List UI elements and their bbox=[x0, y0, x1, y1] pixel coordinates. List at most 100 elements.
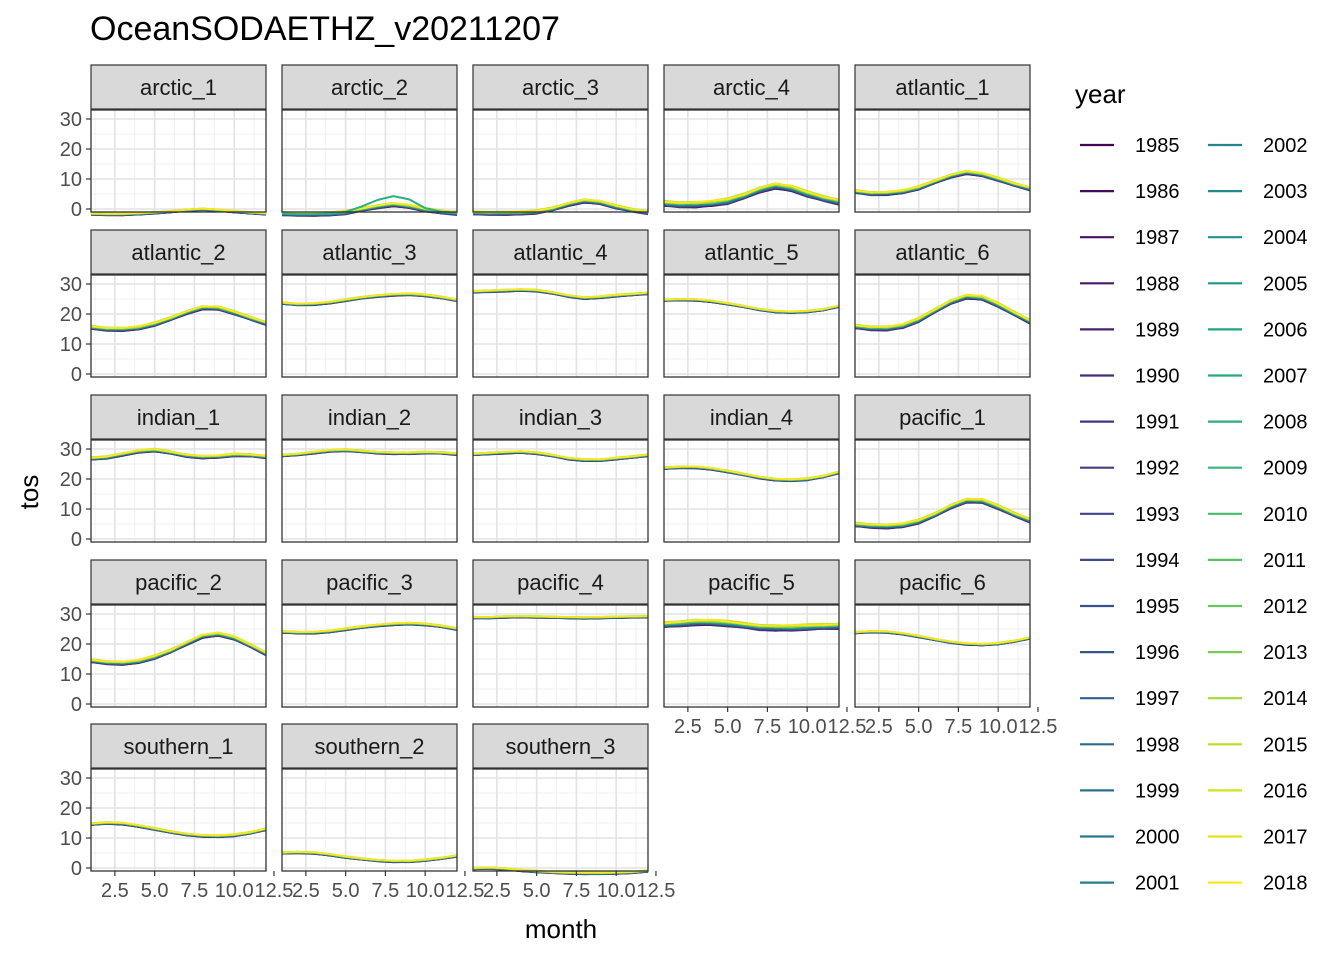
panel-border bbox=[854, 109, 1031, 213]
panel-border bbox=[472, 109, 649, 213]
series-line-2018 bbox=[90, 631, 267, 663]
facet-strip bbox=[854, 64, 1031, 110]
legend-label: 2001 bbox=[1135, 873, 1180, 895]
x-tick-label: 10.0 bbox=[215, 880, 254, 902]
facet-panel-atlantic_4: atlantic_4 bbox=[472, 229, 649, 378]
panel-background bbox=[282, 110, 457, 212]
series-line-2018 bbox=[663, 298, 840, 313]
panel-background bbox=[473, 110, 648, 212]
facet-strip bbox=[90, 64, 267, 110]
legend-label: 2006 bbox=[1263, 319, 1308, 341]
legend-label: 2010 bbox=[1263, 504, 1308, 526]
series-lines bbox=[472, 450, 649, 463]
panel-border bbox=[281, 768, 458, 872]
series-line-2018 bbox=[281, 448, 458, 456]
x-tick-label: 5.0 bbox=[714, 716, 742, 738]
y-tick-label: 10 bbox=[60, 664, 82, 686]
x-tick-label: 7.5 bbox=[945, 716, 973, 738]
legend-label: 2012 bbox=[1263, 596, 1308, 618]
y-tick-label: 20 bbox=[60, 798, 82, 820]
legend-item-2014: 2014 bbox=[1208, 688, 1308, 710]
series-line-outlier bbox=[281, 195, 458, 216]
legend-items: 1985 1986 1987 1988 1989 1990 1991 1992 1993 1994… bbox=[1080, 135, 1308, 895]
facet-strip bbox=[472, 229, 649, 275]
legend-item-2006: 2006 bbox=[1208, 319, 1308, 341]
panel-background bbox=[91, 275, 266, 377]
x-tick-label: 2.5 bbox=[865, 716, 893, 738]
legend-label: 1986 bbox=[1135, 181, 1180, 203]
legend-label: 1993 bbox=[1135, 504, 1180, 526]
facet-strip bbox=[854, 394, 1031, 440]
y-axis-title: tos bbox=[14, 475, 44, 510]
legend-label: 2002 bbox=[1263, 135, 1308, 157]
facet-panel-atlantic_5: atlantic_5 bbox=[663, 229, 840, 378]
facet-strip bbox=[663, 394, 840, 440]
series-line-2018 bbox=[854, 293, 1031, 328]
facet-strip-label: indian_4 bbox=[710, 405, 793, 430]
series-line-2018 bbox=[663, 465, 840, 481]
series-line-2018 bbox=[90, 448, 267, 459]
y-tick-label: 20 bbox=[60, 469, 82, 491]
y-tick-label: 0 bbox=[71, 529, 82, 551]
series-lines bbox=[472, 866, 649, 876]
y-tick-label: 10 bbox=[60, 499, 82, 521]
facet-strip bbox=[281, 394, 458, 440]
series-lines bbox=[854, 293, 1031, 332]
legend-label: 2018 bbox=[1263, 873, 1308, 895]
facet-panel-indian_4: indian_4 bbox=[663, 394, 840, 543]
legend-label: 2007 bbox=[1263, 366, 1308, 388]
legend-item-2012: 2012 bbox=[1208, 596, 1308, 618]
legend-item-2009: 2009 bbox=[1208, 458, 1308, 480]
facet-strip-label: pacific_4 bbox=[517, 570, 604, 595]
x-tick-label: 10.0 bbox=[788, 716, 827, 738]
legend-item-1999: 1999 bbox=[1080, 780, 1180, 802]
series-line-2018 bbox=[854, 169, 1031, 193]
legend-label: 1999 bbox=[1135, 780, 1180, 802]
facet-strip bbox=[90, 229, 267, 275]
panel-border bbox=[472, 274, 649, 378]
legend-label: 2008 bbox=[1263, 412, 1308, 434]
x-tick-label: 12.5 bbox=[445, 880, 484, 902]
series-line-2018 bbox=[663, 618, 840, 627]
facet-panel-pacific_3: pacific_3 bbox=[281, 559, 458, 708]
legend: year 1985 1986 1987 1988 1989 1990 1991 1992 199… bbox=[1075, 79, 1308, 895]
facet-strip-label: atlantic_6 bbox=[895, 240, 989, 265]
y-tick-label: 20 bbox=[60, 139, 82, 161]
panel-border bbox=[281, 604, 458, 708]
panel-background bbox=[91, 110, 266, 212]
y-tick-label: 10 bbox=[60, 169, 82, 191]
legend-item-1996: 1996 bbox=[1080, 642, 1180, 664]
chart-title: OceanSODAETHZ_v20211207 bbox=[90, 10, 560, 48]
facet-strip bbox=[281, 229, 458, 275]
facet-strip-label: arctic_4 bbox=[713, 75, 790, 100]
panel-border bbox=[281, 439, 458, 543]
panel-border bbox=[90, 274, 267, 378]
panel-background bbox=[282, 769, 457, 871]
panel-border bbox=[90, 439, 267, 543]
x-tick-label: 2.5 bbox=[483, 880, 511, 902]
legend-title: year bbox=[1075, 79, 1126, 109]
series-line-2018 bbox=[472, 614, 649, 618]
series-lines bbox=[663, 182, 840, 209]
panel-background bbox=[855, 605, 1030, 707]
facet-strip bbox=[281, 559, 458, 605]
facet-panel-atlantic_1: atlantic_1 bbox=[854, 64, 1031, 213]
facet-panel-pacific_1: pacific_1 bbox=[854, 394, 1031, 543]
legend-item-1989: 1989 bbox=[1080, 319, 1180, 341]
legend-item-2000: 2000 bbox=[1080, 827, 1180, 849]
x-tick-label: 7.5 bbox=[563, 880, 591, 902]
panel-border bbox=[90, 109, 267, 213]
y-tick-label: 10 bbox=[60, 334, 82, 356]
panel-border bbox=[663, 439, 840, 543]
x-tick-label: 2.5 bbox=[674, 716, 702, 738]
x-tick-label: 10.0 bbox=[979, 716, 1018, 738]
facet-strip-label: southern_3 bbox=[505, 734, 615, 759]
series-line-2018 bbox=[90, 821, 267, 837]
series-lines bbox=[90, 821, 267, 839]
panel-background bbox=[473, 769, 648, 871]
facet-strip-label: pacific_2 bbox=[135, 570, 222, 595]
series-lines bbox=[281, 195, 458, 217]
x-tick-label: 12.5 bbox=[827, 716, 866, 738]
